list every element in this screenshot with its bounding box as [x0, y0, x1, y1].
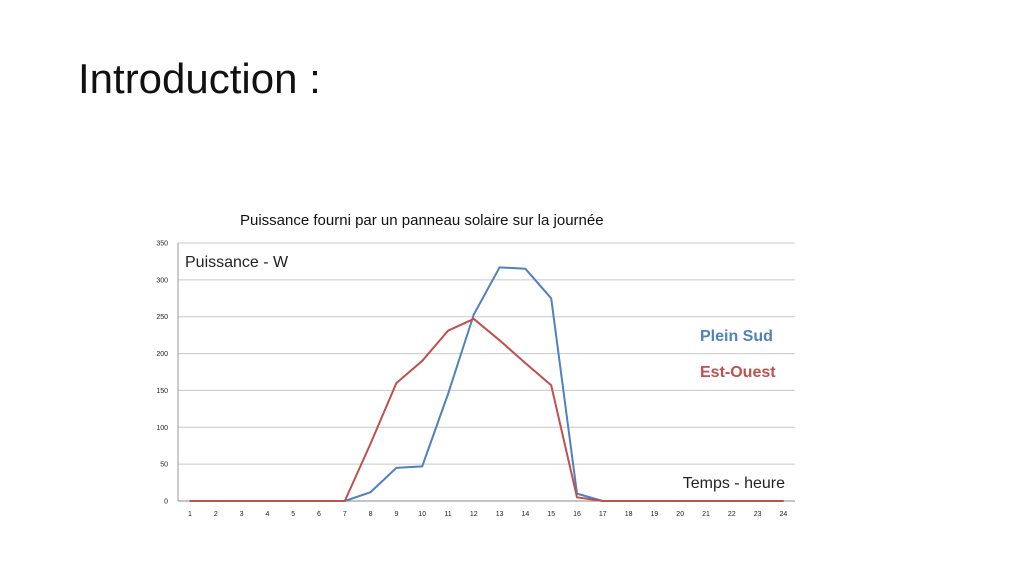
data-point [498, 339, 501, 342]
chart-caption: Puissance fourni par un panneau solaire … [240, 212, 604, 229]
legend-entry: Est-Ouest [700, 364, 776, 381]
x-tick-label: 3 [240, 511, 244, 518]
y-tick-label: 200 [156, 351, 168, 358]
data-point [266, 500, 269, 502]
y-axis-label: Puissance - W [185, 254, 289, 271]
data-point [421, 465, 424, 468]
slide-title: Introduction : [78, 55, 321, 102]
x-tick-label: 13 [496, 511, 504, 518]
data-point [705, 500, 707, 502]
x-tick-label: 4 [265, 511, 269, 518]
x-tick-label: 12 [470, 511, 478, 518]
data-point [189, 500, 191, 502]
data-point [473, 313, 475, 316]
y-tick-label: 50 [160, 462, 168, 469]
y-tick-label: 0 [164, 499, 168, 506]
data-point [550, 384, 552, 387]
series-line [190, 317, 784, 502]
data-point [344, 500, 346, 502]
data-point [576, 496, 578, 499]
data-point [215, 500, 217, 502]
x-tick-label: 21 [702, 511, 710, 518]
data-point [524, 362, 527, 364]
x-tick-label: 1 [188, 511, 192, 518]
y-tick-label: 300 [156, 277, 168, 284]
x-tick-label: 2 [214, 511, 218, 518]
series-line [190, 266, 784, 502]
data-point [731, 500, 733, 502]
data-point [782, 500, 785, 502]
x-tick-label: 17 [599, 511, 607, 518]
x-tick-label: 8 [369, 511, 373, 518]
y-tick-label: 150 [156, 388, 168, 395]
data-point [421, 360, 424, 362]
x-tick-label: 11 [444, 511, 451, 518]
x-tick-label: 24 [780, 511, 788, 518]
data-point [524, 268, 527, 270]
data-point [369, 442, 372, 445]
data-point [395, 467, 398, 469]
x-tick-label: 22 [728, 511, 736, 518]
data-point [756, 500, 759, 502]
data-point [550, 297, 552, 300]
data-point [318, 500, 320, 502]
data-point [447, 393, 449, 395]
data-point [447, 329, 449, 332]
data-point [627, 500, 630, 502]
data-point [602, 500, 604, 502]
data-point [679, 500, 681, 502]
x-tick-label: 23 [754, 511, 762, 518]
x-tick-label: 7 [343, 511, 347, 518]
data-point [653, 500, 656, 502]
x-tick-label: 19 [651, 511, 659, 518]
y-tick-label: 100 [156, 425, 168, 432]
x-tick-label: 18 [625, 511, 633, 518]
data-point [395, 382, 398, 384]
x-tick-label: 16 [573, 511, 581, 518]
x-tick-label: 5 [291, 511, 295, 518]
data-point [292, 500, 295, 502]
data-point [240, 500, 243, 502]
x-tick-label: 9 [394, 511, 398, 518]
data-point [369, 491, 372, 493]
y-tick-label: 250 [156, 314, 168, 321]
x-tick-label: 6 [317, 511, 321, 518]
x-tick-label: 20 [676, 511, 684, 518]
data-point [473, 318, 475, 320]
data-point [498, 266, 501, 269]
x-tick-label: 14 [522, 511, 530, 518]
series-layer [189, 266, 785, 502]
legend-entry: Plein Sud [700, 328, 773, 345]
x-axis-label: Temps - heure [683, 475, 785, 492]
x-tick-label: 15 [547, 511, 555, 518]
annotation-layer: Puissance - W Temps - heure Plein Sud Est-O… [185, 254, 785, 492]
x-tick-label: 10 [418, 511, 426, 518]
y-tick-label: 350 [156, 241, 168, 248]
